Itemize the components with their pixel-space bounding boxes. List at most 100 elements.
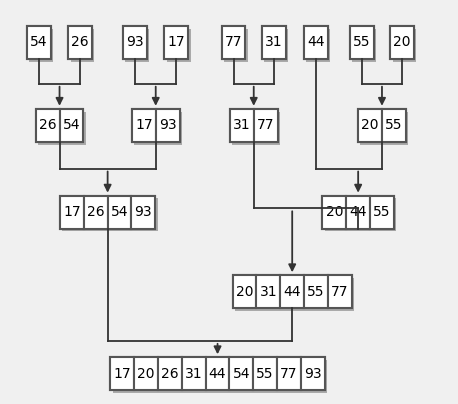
Text: 54: 54 [30,36,48,49]
Bar [164,26,188,59]
Bar [132,109,156,142]
Bar [132,109,180,142]
Bar [164,26,188,59]
Bar [108,196,131,229]
Text: 20: 20 [137,367,155,381]
Bar [304,26,328,59]
Text: 17: 17 [63,205,81,219]
Bar [27,26,51,59]
Bar [156,109,180,142]
Bar [110,357,325,390]
Bar [38,112,86,145]
Bar [27,26,51,59]
Text: 20: 20 [393,36,411,49]
Bar [233,275,256,308]
Bar [222,26,245,59]
Bar [390,26,414,59]
Bar [158,357,182,390]
Bar [224,29,248,62]
Bar [230,109,278,142]
Text: 26: 26 [71,36,89,49]
Text: 77: 77 [280,367,298,381]
Text: 55: 55 [353,36,371,49]
Bar [350,26,374,59]
Bar [322,196,346,229]
Text: 17: 17 [168,36,185,49]
Bar [110,357,134,390]
Bar [358,109,406,142]
Bar [206,357,229,390]
Bar [393,29,416,62]
Bar [328,275,352,308]
Text: 44: 44 [349,205,367,219]
Bar [322,196,394,229]
Bar [113,360,327,393]
Bar [60,109,83,142]
Bar [229,357,253,390]
Text: 44: 44 [307,36,325,49]
Bar [222,26,245,59]
Bar [370,196,394,229]
Bar [134,112,182,145]
Text: 55: 55 [373,205,391,219]
Bar [256,275,280,308]
Bar [182,357,206,390]
Bar [390,26,414,59]
Text: 54: 54 [63,118,80,132]
Text: 55: 55 [385,118,403,132]
Text: 31: 31 [260,285,277,299]
Text: 77: 77 [225,36,242,49]
Bar [350,26,374,59]
Bar [262,26,286,59]
Bar [346,196,370,229]
Bar [68,26,92,59]
Text: 93: 93 [135,205,152,219]
Text: 31: 31 [265,36,283,49]
Bar [301,357,325,390]
Bar [60,196,155,229]
Text: 44: 44 [284,285,301,299]
Text: 20: 20 [326,205,343,219]
Text: 55: 55 [256,367,274,381]
Text: 26: 26 [39,118,56,132]
Text: 93: 93 [126,36,144,49]
Text: 26: 26 [161,367,179,381]
Bar [230,109,254,142]
Text: 31: 31 [233,118,251,132]
Bar [232,112,280,145]
Bar [60,196,84,229]
Text: 20: 20 [236,285,253,299]
Bar [123,26,147,59]
Text: 17: 17 [135,118,153,132]
Bar [262,26,286,59]
Bar [71,29,94,62]
Bar [304,26,328,59]
Text: 44: 44 [209,367,226,381]
Text: 93: 93 [304,367,322,381]
Text: 77: 77 [331,285,349,299]
Text: 20: 20 [361,118,379,132]
Bar [352,29,376,62]
Bar [358,109,382,142]
Bar [125,29,149,62]
Bar [325,198,396,231]
Text: 54: 54 [111,205,128,219]
Bar [304,275,328,308]
Bar [235,278,354,311]
Bar [254,109,278,142]
Text: 77: 77 [257,118,274,132]
Bar [306,29,330,62]
Bar [253,357,277,390]
Bar [29,29,53,62]
Bar [134,357,158,390]
Bar [131,196,155,229]
Bar [36,109,60,142]
Bar [68,26,92,59]
Text: 26: 26 [87,205,104,219]
Bar [233,275,352,308]
Text: 17: 17 [114,367,131,381]
Text: 55: 55 [307,285,325,299]
Bar [167,29,191,62]
Bar [264,29,288,62]
Text: 93: 93 [159,118,176,132]
